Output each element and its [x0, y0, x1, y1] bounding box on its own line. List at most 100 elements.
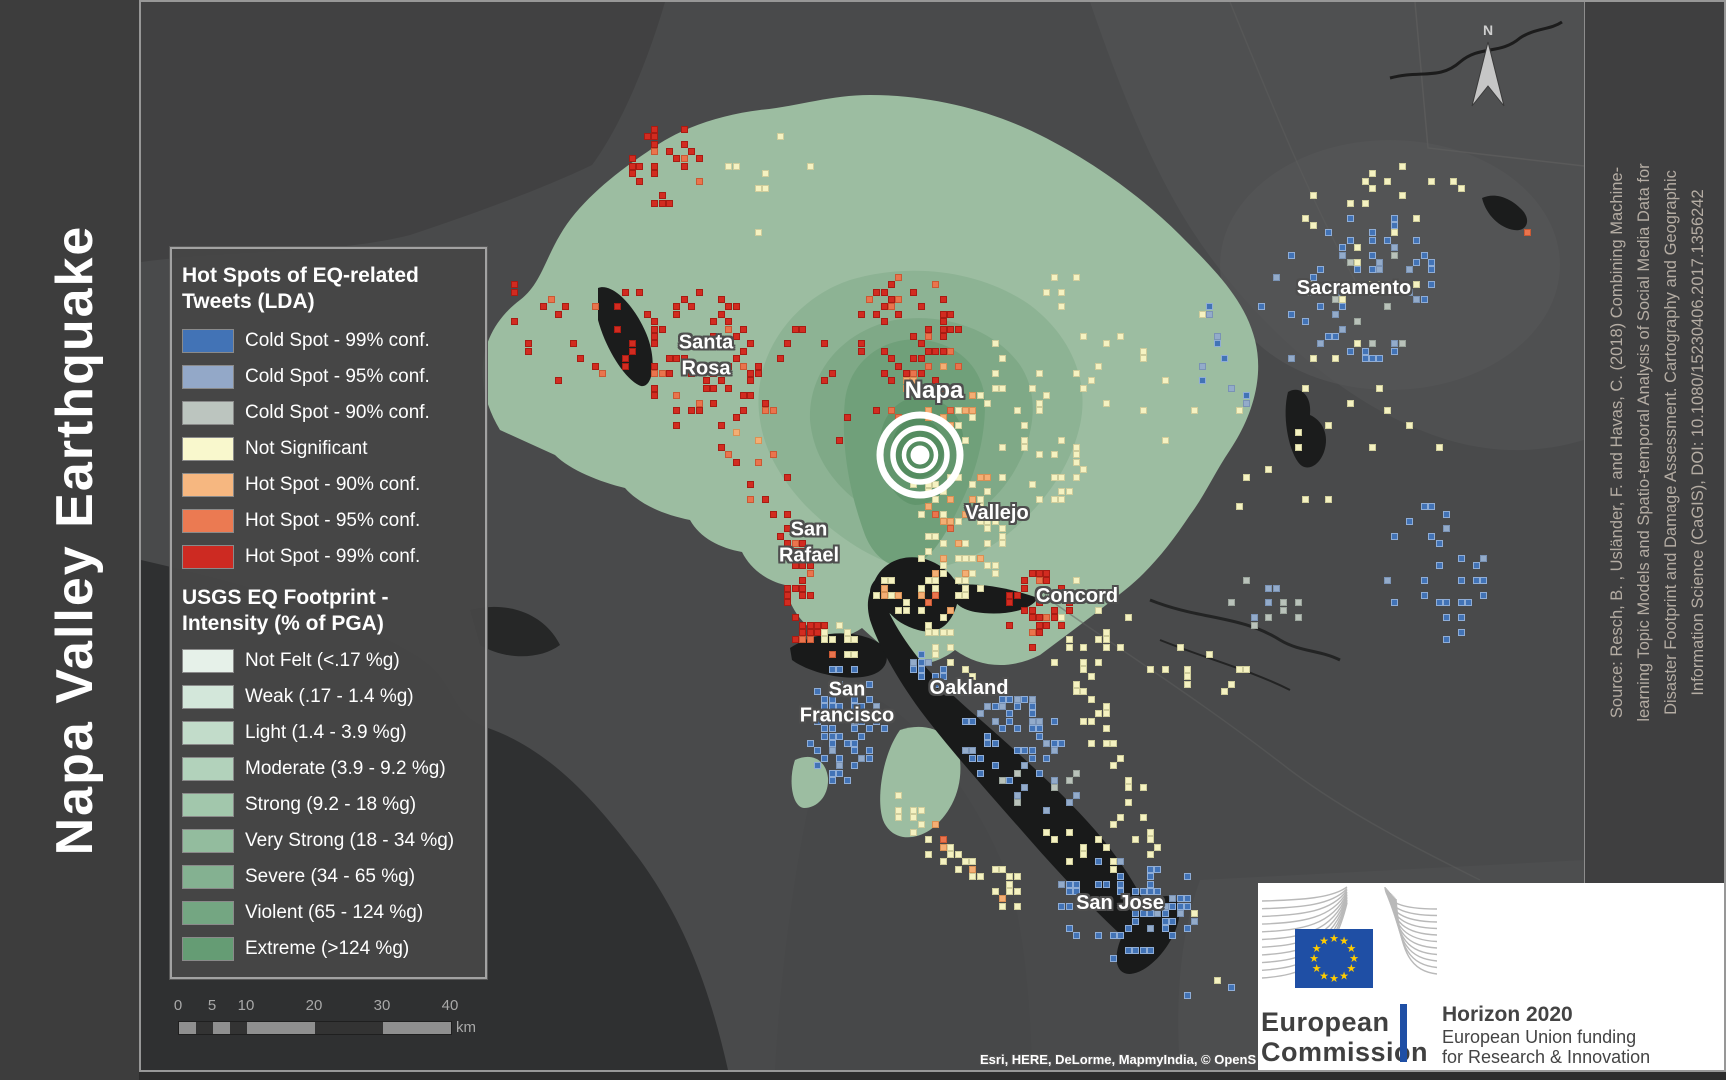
legend-hotspot-swatch [182, 509, 234, 533]
legend-usgs-label: Violent (65 - 124 %g) [245, 902, 424, 923]
delta-channel-2 [1159, 639, 1291, 691]
citation-text: Source: Resch, B. , Usländer, F. and Hav… [1599, 2, 1717, 883]
county-shade-nw [141, 2, 665, 262]
scale-segment [196, 1022, 213, 1034]
folsom-lake [1482, 195, 1528, 231]
point-reyes-shade [470, 606, 560, 657]
svg-text:★: ★ [1312, 962, 1322, 975]
legend-hotspot-row: Cold Spot - 95% conf. [182, 359, 475, 395]
scale-bar: 0 5 10 20 30 40 km [150, 995, 490, 1050]
legend-usgs-label: Weak (.17 - 1.4 %g) [245, 686, 414, 707]
legend-hotspot-label: Hot Spot - 95% conf. [245, 510, 421, 531]
legend-hotspot-items: Cold Spot - 99% conf. Cold Spot - 95% con… [182, 323, 475, 575]
legend-usgs-swatch [182, 793, 234, 817]
carquinez-strait [949, 584, 1038, 614]
scale-segment [230, 1022, 247, 1034]
svg-text:★: ★ [1309, 952, 1319, 965]
horizon-2020-line2: European Union funding [1442, 1027, 1637, 1047]
ec-wordmark-line2: Commission [1261, 1037, 1429, 1067]
legend-title-usgs-line1: USGS EQ Footprint - [182, 586, 389, 609]
eu-flag-icon [1295, 929, 1373, 988]
bottom-strip [139, 1072, 1726, 1080]
ec-wordmark: European Commission [1261, 1007, 1428, 1067]
epicenter-symbol [876, 411, 964, 499]
legend-usgs-row: Severe (34 - 65 %g) [182, 859, 475, 895]
legend-hotspot-swatch [182, 545, 234, 569]
legend-hotspot-swatch [182, 473, 234, 497]
scale-segment [179, 1022, 196, 1034]
legend-usgs-swatch [182, 937, 234, 961]
svg-text:★: ★ [1346, 942, 1356, 955]
legend-hotspot-swatch [182, 437, 234, 461]
svg-text:★: ★ [1319, 935, 1329, 948]
ec-divider-bar [1400, 1004, 1407, 1062]
horizon-2020-line3: for Research & Innovation [1442, 1047, 1651, 1067]
legend-usgs-label: Severe (34 - 65 %g) [245, 866, 416, 887]
legend-hotspot-row: Cold Spot - 99% conf. [182, 323, 475, 359]
svg-text:★: ★ [1339, 935, 1349, 948]
richardson-bay [790, 633, 887, 678]
scale-segment [213, 1022, 230, 1034]
scale-tick-40: 40 [441, 997, 459, 1014]
legend-hotspot-swatch [182, 329, 234, 353]
legend-hotspot-label: Hot Spot - 90% conf. [245, 474, 421, 495]
page-title-wrap: Napa Valley Earthquake [25, 0, 125, 1080]
legend-title-usgs-line2: Intensity (% of PGA) [182, 612, 384, 635]
legend-hotspot-swatch [182, 365, 234, 389]
svg-text:★: ★ [1329, 972, 1339, 985]
legend-title-hotspots-line2: Tweets (LDA) [182, 290, 315, 313]
highway-line-1 [1049, 599, 1481, 881]
scale-bar-segments [178, 1021, 452, 1035]
legend: Hot Spots of EQ-related Tweets (LDA) Col… [170, 247, 487, 979]
north-label: N [1482, 22, 1494, 38]
legend-usgs-label: Strong (9.2 - 18 %g) [245, 794, 417, 815]
horizon-2020-title: Horizon 2020 [1442, 1003, 1573, 1026]
svg-text:★: ★ [1319, 969, 1329, 982]
legend-usgs-label: Not Felt (<.17 %g) [245, 650, 400, 671]
legend-usgs-label: Light (1.4 - 3.9 %g) [245, 722, 407, 743]
scale-tick-0: 0 [173, 997, 183, 1014]
legend-usgs-label: Very Strong (18 - 34 %g) [245, 830, 455, 851]
tomales-bay [598, 287, 653, 387]
citation-panel: Source: Resch, B. , Usländer, F. and Hav… [1584, 2, 1725, 883]
legend-usgs-row: Extreme (>124 %g) [182, 931, 475, 967]
scale-segment [383, 1022, 451, 1034]
county-border-line [1414, 2, 1585, 167]
map-attribution: Esri, HERE, DeLorme, MapmyIndia, © OpenS [980, 1052, 1256, 1067]
scale-bar-unit: km [456, 1019, 476, 1036]
legend-hotspot-row: Not Significant [182, 431, 475, 467]
legend-usgs-row: Moderate (3.9 - 9.2 %g) [182, 751, 475, 787]
legend-usgs-swatch [182, 757, 234, 781]
scale-tick-5: 5 [207, 997, 217, 1014]
delta-channel-1 [1149, 598, 1341, 662]
citation-line-3: Disaster Footprint and Damage Assessment… [1662, 170, 1680, 715]
svg-text:★: ★ [1349, 952, 1359, 965]
scale-segment [247, 1022, 315, 1034]
citation-line-4: Information Science (CaGIS), DOI: 10.108… [1689, 189, 1707, 696]
scale-tick-30: 30 [373, 997, 391, 1014]
legend-hotspot-label: Cold Spot - 99% conf. [245, 330, 430, 351]
legend-usgs-row: Very Strong (18 - 34 %g) [182, 823, 475, 859]
legend-hotspot-label: Cold Spot - 95% conf. [245, 366, 430, 387]
citation-line-1: Source: Resch, B. , Usländer, F. and Hav… [1608, 166, 1626, 719]
legend-usgs-swatch [182, 721, 234, 745]
legend-hotspot-label: Not Significant [245, 438, 368, 459]
legend-title-hotspots-line1: Hot Spots of EQ-related [182, 264, 419, 287]
ec-wordmark-line1: European [1261, 1007, 1390, 1037]
scale-tick-10: 10 [237, 997, 255, 1014]
legend-hotspot-row: Hot Spot - 99% conf. [182, 539, 475, 575]
title-bar: Napa Valley Earthquake [0, 0, 139, 1080]
sf-peninsula-land [775, 688, 1032, 1070]
legend-hotspot-row: Hot Spot - 95% conf. [182, 503, 475, 539]
legend-usgs-label: Extreme (>124 %g) [245, 938, 410, 959]
citation-line-2: learning Topic Models and Spatio-tempora… [1635, 163, 1653, 722]
scale-tick-20: 20 [305, 997, 323, 1014]
legend-usgs-row: Weak (.17 - 1.4 %g) [182, 679, 475, 715]
legend-hotspot-row: Cold Spot - 90% conf. [182, 395, 475, 431]
legend-usgs-row: Not Felt (<.17 %g) [182, 643, 475, 679]
basemap [141, 2, 1724, 1070]
svg-text:★: ★ [1339, 969, 1349, 982]
highway-line-2 [1229, 2, 1356, 281]
ec-logo: ★ ★★★★★★★★★★★ [1261, 886, 1438, 988]
legend-hotspot-label: Cold Spot - 90% conf. [245, 402, 430, 423]
